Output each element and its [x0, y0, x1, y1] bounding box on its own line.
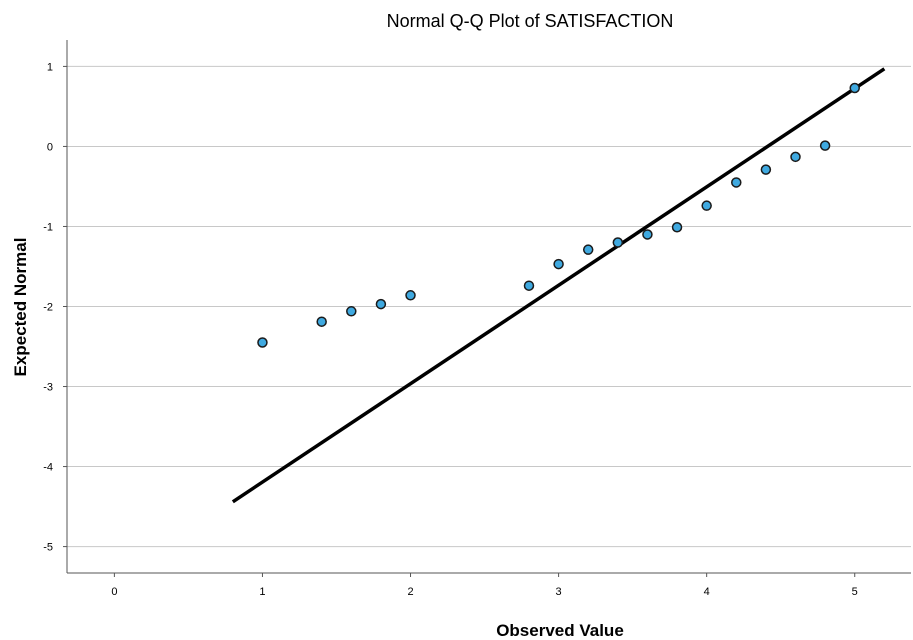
- axes: [63, 40, 911, 577]
- y-tick-label: -5: [43, 542, 53, 554]
- x-axis-title: Observed Value: [496, 621, 624, 640]
- data-point: [642, 229, 653, 240]
- data-point: [612, 237, 624, 248]
- data-point: [523, 280, 535, 291]
- data-point: [375, 298, 387, 310]
- y-tick-label: 1: [47, 61, 53, 73]
- data-point: [760, 164, 772, 175]
- y-tick-label: -4: [43, 462, 53, 474]
- x-tick-label: 3: [556, 586, 562, 598]
- y-tick-label: -2: [43, 302, 53, 314]
- data-point: [849, 82, 860, 94]
- x-tick-label: 5: [852, 586, 858, 598]
- y-tick-label: -1: [43, 221, 53, 233]
- data-point: [316, 316, 327, 327]
- chart-title: Normal Q-Q Plot of SATISFACTION: [387, 11, 674, 31]
- data-point: [257, 337, 268, 348]
- y-axis-title: Expected Normal: [11, 238, 30, 377]
- grid-lines: [67, 65, 911, 548]
- data-point: [819, 140, 831, 151]
- reference-line: [231, 67, 886, 504]
- data-point: [790, 151, 801, 163]
- y-tick-label: -3: [43, 382, 53, 394]
- data-point: [553, 258, 564, 270]
- data-point: [731, 177, 742, 188]
- data-point: [582, 244, 594, 255]
- x-tick-label: 1: [259, 586, 265, 598]
- x-tick-label: 4: [704, 586, 710, 598]
- data-points: [257, 82, 860, 348]
- data-point: [701, 200, 712, 211]
- data-point: [671, 222, 683, 233]
- tick-labels: 1 0 -1 -2 -3 -4 -5 0 1 2 3 4 5: [43, 61, 858, 598]
- x-tick-label: 0: [111, 586, 117, 598]
- data-point: [405, 290, 416, 301]
- x-tick-label: 2: [407, 586, 413, 598]
- data-point: [346, 306, 357, 317]
- reference-line-group: [231, 67, 886, 504]
- y-tick-label: 0: [47, 141, 53, 153]
